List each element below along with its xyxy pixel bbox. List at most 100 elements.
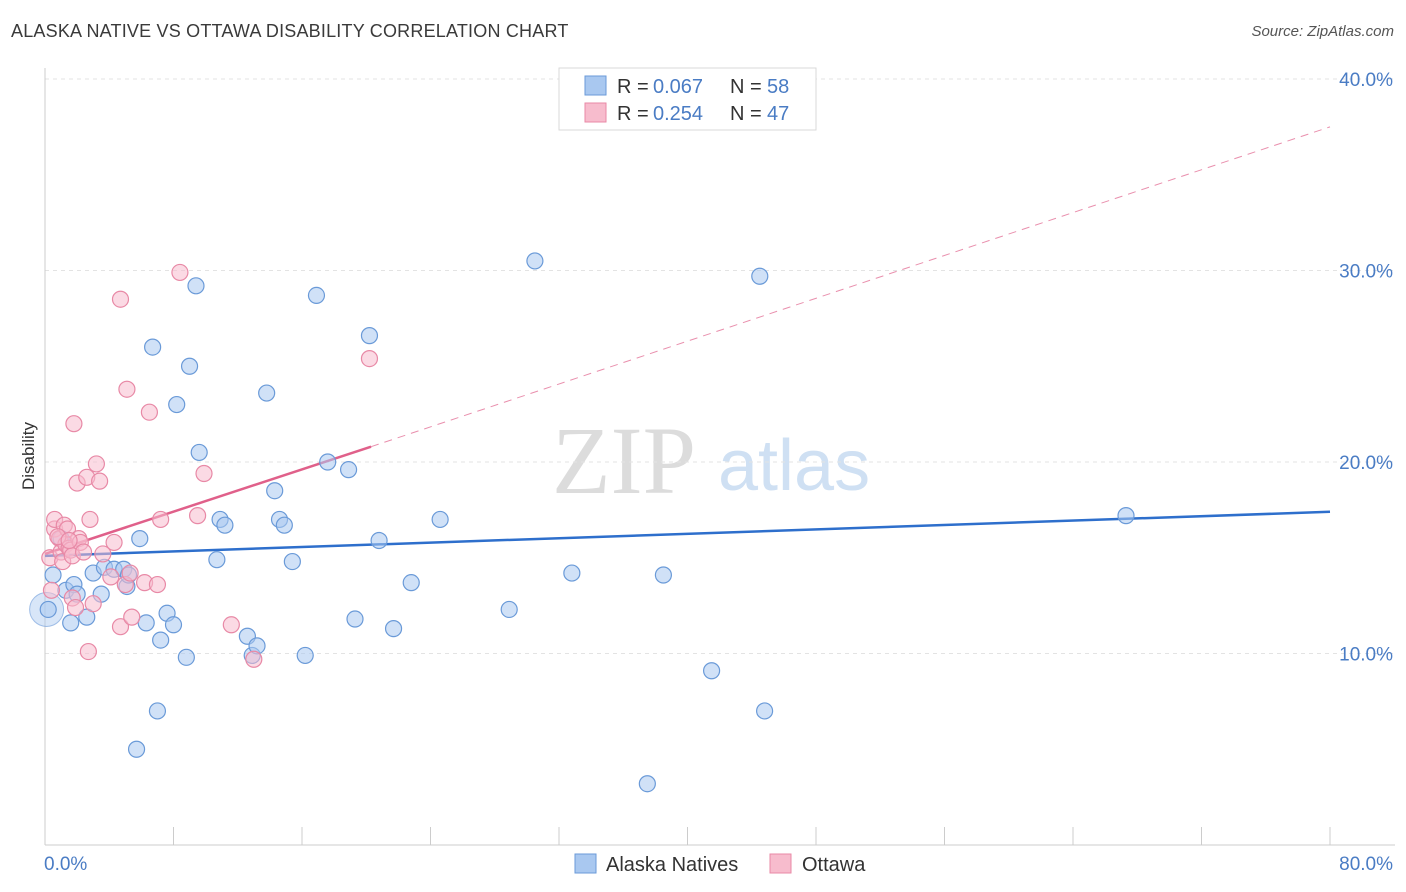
data-point-alaska (208, 551, 226, 569)
data-point-alaska (39, 600, 57, 619)
data-point-ottawa (94, 545, 112, 563)
data-point-ottawa (105, 533, 123, 552)
data-point-ottawa (171, 263, 189, 282)
data-point-alaska (638, 775, 656, 793)
legend-n-value-2: 47 (767, 103, 789, 125)
data-point-alaska (431, 510, 449, 529)
data-point-ottawa (87, 455, 106, 473)
data-point-ottawa (195, 464, 213, 483)
legend-r-value-2: 0.254 (653, 103, 703, 125)
bottom-legend-swatch-pink (769, 853, 792, 874)
trend-line-ottawa-extension (370, 126, 1331, 448)
data-point-alaska (62, 614, 80, 632)
watermark-zip: ZIP (552, 407, 696, 514)
y-tick-label: 30.0% (1339, 262, 1393, 283)
data-point-alaska (187, 277, 205, 295)
legend-n-value-1: 58 (767, 76, 789, 98)
y-axis-label: Disability (19, 421, 38, 490)
data-point-ottawa (102, 568, 120, 586)
data-point-ottawa (66, 598, 85, 617)
data-point-alaska (190, 443, 208, 462)
data-point-alaska (654, 566, 673, 584)
data-point-alaska (137, 614, 155, 632)
data-point-alaska (755, 702, 774, 720)
data-point-alaska (500, 600, 518, 619)
legend-swatch-pink (584, 102, 607, 123)
data-point-ottawa (79, 642, 97, 661)
data-point-alaska (402, 574, 420, 592)
bottom-legend-label-ottawa: Ottawa (802, 854, 866, 876)
data-point-alaska (384, 620, 403, 638)
trend-lines (44, 126, 1331, 558)
data-point-ottawa (111, 618, 130, 636)
data-point-ottawa (188, 507, 207, 525)
x-tick-label-min: 0.0% (44, 854, 87, 875)
data-point-alaska (266, 482, 284, 500)
data-point-ottawa (123, 608, 141, 626)
data-point-alaska (164, 616, 183, 634)
data-point-ottawa (81, 510, 99, 529)
x-tick-label-max: 80.0% (1339, 854, 1393, 875)
legend-r-value-1: 0.067 (653, 76, 703, 98)
data-point-alaska (370, 531, 388, 550)
data-point-ottawa (148, 575, 167, 594)
data-point-ottawa (60, 531, 78, 550)
data-point-alaska (127, 740, 146, 758)
data-point-ottawa (360, 349, 379, 368)
bottom-legend: Alaska Natives Ottawa (574, 853, 866, 876)
data-point-ottawa (111, 290, 130, 308)
bottom-legend-label-alaska: Alaska Natives (606, 854, 738, 876)
data-point-ottawa (245, 650, 263, 668)
data-point-alaska (275, 516, 293, 534)
data-point-ottawa (118, 380, 136, 398)
data-point-alaska (216, 516, 234, 534)
data-point-ottawa (42, 581, 61, 599)
legend-swatch-blue (584, 75, 607, 96)
data-point-alaska (1117, 507, 1135, 525)
bottom-legend-swatch-blue (574, 853, 597, 874)
source-label: Source: ZipAtlas.com (1251, 23, 1394, 40)
data-point-alaska (44, 566, 62, 584)
data-point-alaska (339, 461, 358, 479)
y-tick-label: 10.0% (1339, 645, 1393, 666)
y-tick-label: 20.0% (1339, 453, 1393, 474)
legend-r-label-1: R = (617, 76, 649, 98)
data-point-ottawa (222, 616, 240, 634)
y-tick-label: 40.0% (1339, 70, 1393, 91)
data-point-alaska (702, 662, 721, 680)
data-point-alaska (563, 564, 581, 582)
tick-labels: 10.0% 20.0% 30.0% 40.0% 0.0% 80.0% (44, 70, 1393, 875)
data-points (29, 252, 1135, 793)
data-point-alaska (180, 357, 199, 375)
gridlines (45, 78, 1395, 654)
legend-n-label-2: N = (730, 103, 762, 125)
data-point-alaska (131, 529, 149, 548)
data-point-alaska (360, 327, 379, 345)
data-point-ottawa (91, 472, 109, 490)
data-point-alaska (296, 646, 314, 665)
data-point-alaska (346, 610, 364, 628)
data-point-alaska (751, 267, 769, 285)
data-point-alaska (319, 453, 337, 471)
data-point-ottawa (65, 415, 83, 433)
data-point-alaska (168, 395, 186, 414)
data-point-ottawa (74, 543, 93, 561)
legend-r-label-2: R = (617, 103, 649, 125)
watermark-atlas: atlas (718, 426, 870, 506)
trend-line-ottawa (44, 445, 372, 556)
data-point-alaska (144, 338, 162, 356)
data-point-alaska (148, 702, 167, 720)
data-point-alaska (526, 252, 544, 270)
data-point-alaska (177, 648, 195, 666)
legend-box: R = 0.067 N = 58 R = 0.254 N = 47 (558, 67, 817, 131)
data-point-ottawa (121, 564, 139, 582)
legend-n-label-1: N = (730, 76, 762, 98)
data-point-alaska (307, 286, 326, 304)
axes (44, 68, 1395, 846)
trend-line-alaska (44, 510, 1331, 558)
data-point-alaska (283, 552, 301, 571)
data-point-alaska (258, 384, 276, 402)
chart-title: ALASKA NATIVE VS OTTAWA DISABILITY CORRE… (11, 21, 569, 41)
data-point-ottawa (152, 510, 170, 529)
